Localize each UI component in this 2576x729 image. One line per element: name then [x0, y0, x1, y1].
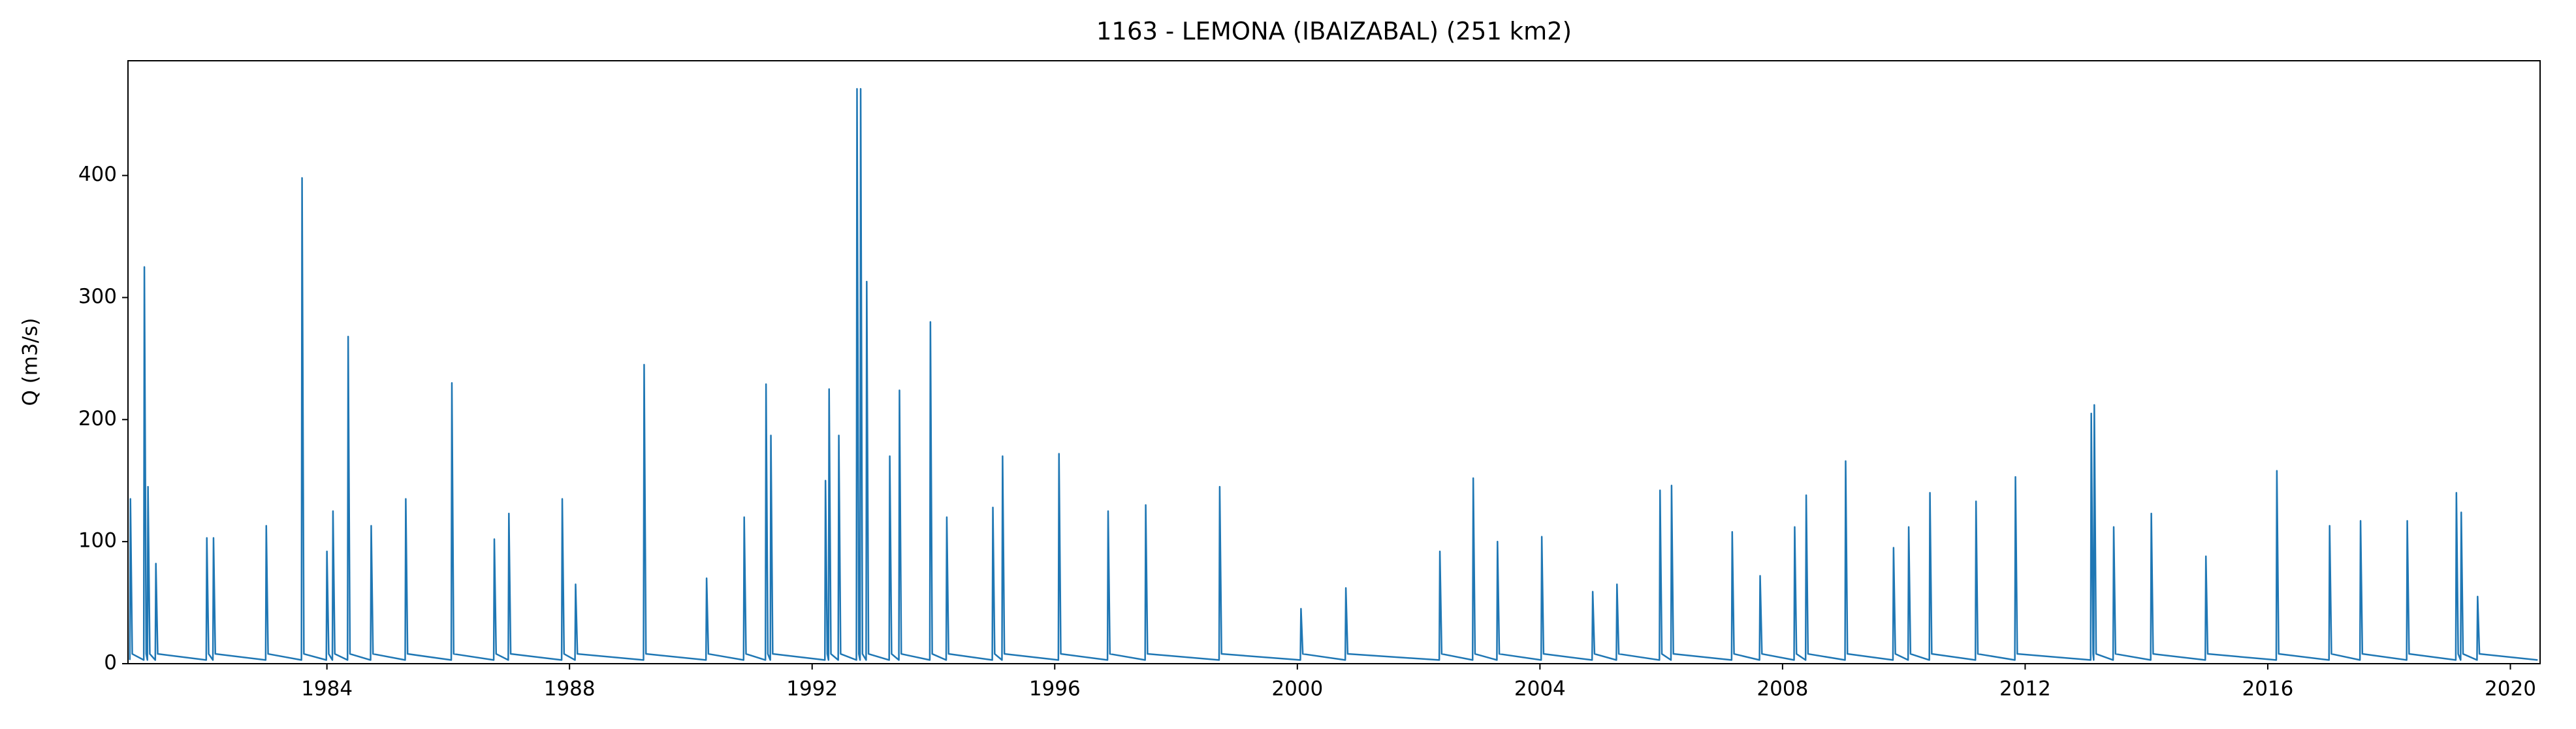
y-tick-label: 0 — [104, 651, 117, 675]
flow-line — [129, 88, 2538, 661]
x-tick-label: 2016 — [2242, 677, 2293, 701]
y-tick-label: 200 — [78, 407, 117, 430]
x-tick-label: 2004 — [1514, 677, 1566, 701]
x-tick-label: 1996 — [1029, 677, 1081, 701]
x-tick-label: 1984 — [301, 677, 353, 701]
chart-title: 1163 - LEMONA (IBAIZABAL) (251 km2) — [1096, 18, 1572, 46]
y-tick-label: 100 — [78, 529, 117, 553]
y-tick-label: 400 — [78, 163, 117, 186]
y-axis-label: Q (m3/s) — [19, 318, 42, 406]
x-tick-label: 1988 — [544, 677, 596, 701]
x-tick-label: 1992 — [786, 677, 838, 701]
y-tick-label: 300 — [78, 285, 117, 308]
plot-frame — [127, 60, 2541, 664]
x-tick-label: 2012 — [1999, 677, 2051, 701]
x-tick-label: 2000 — [1271, 677, 1323, 701]
x-tick-label: 2020 — [2485, 677, 2536, 701]
x-tick-label: 2008 — [1757, 677, 1808, 701]
